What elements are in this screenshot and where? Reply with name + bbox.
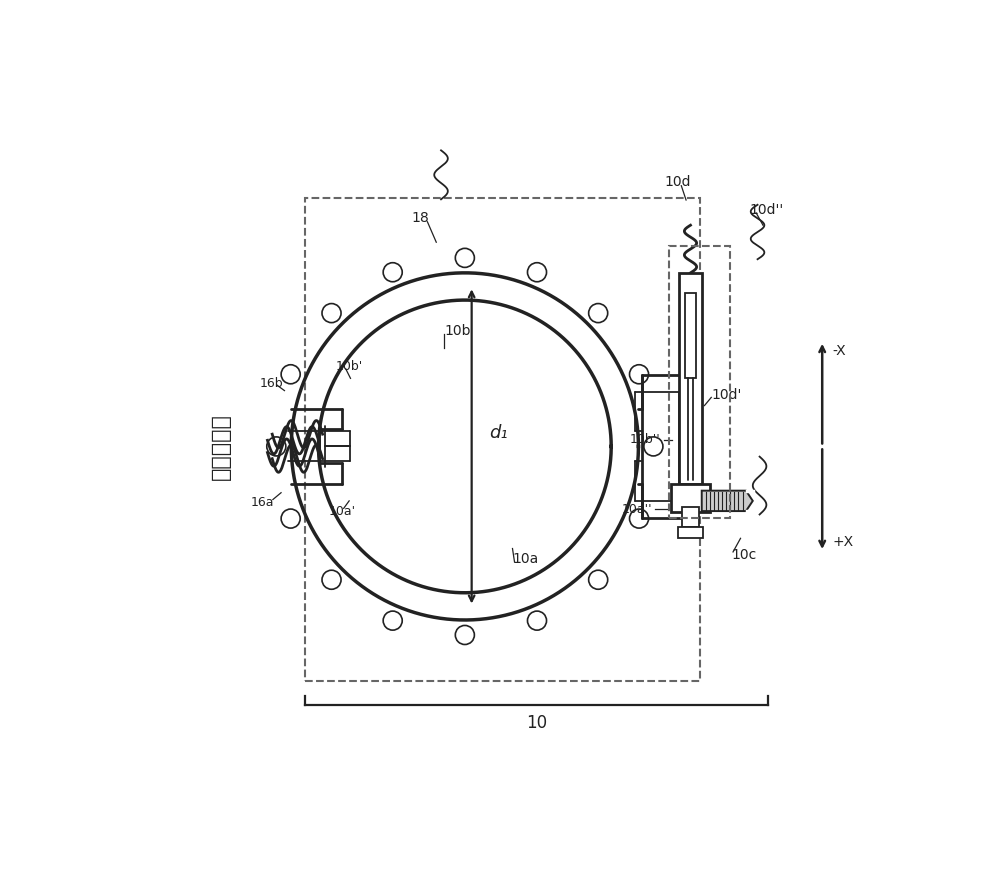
Polygon shape (678, 528, 703, 538)
Text: 10a': 10a' (329, 505, 356, 518)
Polygon shape (685, 293, 696, 378)
Text: +X: +X (832, 535, 854, 548)
Text: 16a: 16a (250, 496, 274, 508)
Text: 10d'': 10d'' (749, 202, 784, 217)
Text: 18: 18 (412, 211, 429, 225)
Polygon shape (671, 484, 710, 513)
Text: 10d: 10d (664, 175, 691, 189)
Text: 10d': 10d' (711, 388, 742, 402)
Text: 10c: 10c (732, 548, 757, 562)
Text: -X: -X (832, 344, 846, 358)
Text: 10b'': 10b'' (630, 433, 661, 446)
Text: 10b: 10b (444, 324, 471, 338)
Polygon shape (679, 273, 702, 484)
Text: 10: 10 (526, 714, 547, 733)
Text: 10b': 10b' (336, 360, 363, 372)
Text: 10a'': 10a'' (621, 502, 652, 515)
Polygon shape (702, 491, 753, 511)
Polygon shape (682, 507, 699, 528)
Text: 连接至电源: 连接至电源 (211, 413, 231, 480)
Text: 10a: 10a (512, 552, 539, 566)
Text: 16b: 16b (259, 377, 283, 391)
Text: d₁: d₁ (489, 423, 507, 442)
